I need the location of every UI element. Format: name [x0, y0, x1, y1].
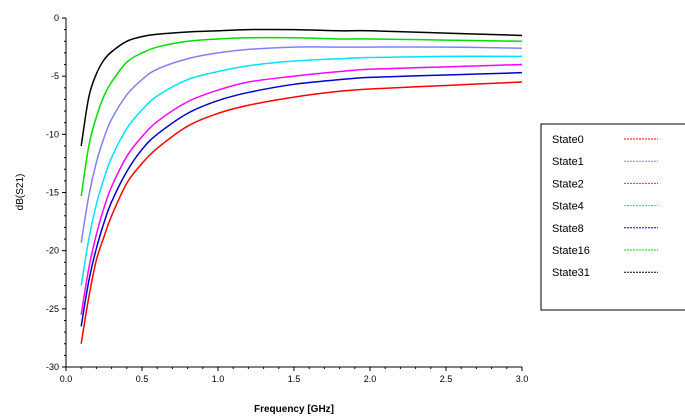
legend: State0 State1 State2 State4 State8 State16 Sta… [540, 123, 685, 311]
y-tick-label: -10 [46, 129, 59, 139]
legend-label: State2 [552, 178, 584, 190]
y-tick-label: -25 [46, 304, 59, 314]
series-line-4 [80, 46, 523, 243]
y-tick-label: -15 [46, 188, 59, 198]
legend-label: State8 [552, 223, 584, 235]
x-tick-label: 1.5 [288, 374, 301, 384]
legend-label: State16 [552, 245, 590, 257]
y-tick-label: -30 [46, 362, 59, 372]
y-tick-label: -20 [46, 246, 59, 256]
series-line-5 [80, 36, 523, 197]
legend-label: State1 [552, 156, 584, 168]
x-tick-label: 3.0 [516, 374, 529, 384]
series-line-2 [80, 63, 523, 315]
legend-label: State4 [552, 201, 584, 213]
y-tick-label: 0 [54, 13, 59, 23]
series-line-0 [80, 81, 523, 344]
x-axis-title: Frequency [GHz] [254, 404, 334, 415]
plot-area [65, 18, 522, 368]
x-tick-label: 2.0 [364, 374, 377, 384]
legend-box [540, 123, 685, 311]
x-tick-label: 2.5 [440, 374, 453, 384]
series-line-1 [80, 71, 523, 327]
y-axis-title: dB(S21) [15, 174, 26, 211]
legend-label: State31 [552, 267, 590, 279]
x-tick-label: 0.0 [60, 374, 73, 384]
series-line-3 [80, 55, 523, 286]
x-tick-label: 0.5 [136, 374, 149, 384]
y-tick-label: -5 [51, 71, 59, 81]
series-line-6 [80, 28, 523, 147]
x-tick-label: 1.0 [212, 374, 225, 384]
legend-label: State0 [552, 134, 584, 146]
